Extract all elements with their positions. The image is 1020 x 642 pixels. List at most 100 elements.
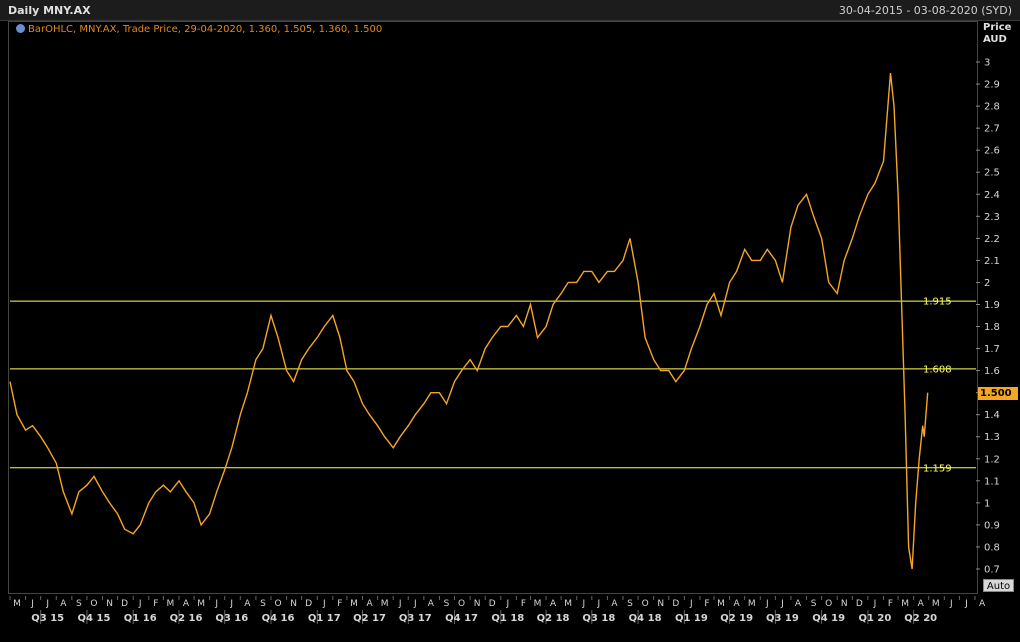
horizontal-line-label: 1.915 [923, 297, 952, 308]
x-month-label: F [704, 599, 709, 609]
x-month-label: M [901, 599, 909, 609]
x-month-label: S [76, 599, 82, 609]
x-month-label: F [153, 599, 158, 609]
x-month-label: A [244, 599, 251, 609]
x-month-label: J [506, 599, 510, 609]
x-month-label: J [581, 599, 585, 609]
x-month-label: M [534, 599, 542, 609]
x-quarter-label: Q3 15 [31, 613, 64, 624]
x-month-label: S [811, 599, 817, 609]
x-month-label: A [795, 599, 802, 609]
y-tick-label: 0.8 [984, 542, 1000, 553]
x-month-label: D [672, 599, 679, 609]
x-quarter-label: Q1 18 [491, 613, 524, 624]
auto-scale-button[interactable]: Auto [983, 579, 1014, 592]
x-quarter-label: Q2 18 [537, 613, 570, 624]
x-month-label: O [825, 599, 832, 609]
y-tick-label: 1.2 [984, 454, 1000, 465]
x-quarter-label: Q4 16 [262, 613, 295, 624]
y-tick-label: 2.5 [984, 168, 1000, 179]
x-month-label: M [932, 599, 940, 609]
x-month-label: A [734, 599, 741, 609]
x-quarter-label: Q4 15 [78, 613, 111, 624]
x-quarter-label: Q3 16 [215, 613, 248, 624]
price-series-line [9, 73, 929, 570]
x-quarter-label: Q1 19 [675, 613, 708, 624]
x-month-label: M [381, 599, 389, 609]
y-tick-label: 1.1 [984, 476, 1000, 487]
x-month-label: F [337, 599, 342, 609]
x-month-label: N [657, 599, 664, 609]
y-tick-label: 2.9 [984, 80, 1000, 91]
x-quarter-label: Q1 17 [308, 613, 341, 624]
y-tick-label: 2.4 [984, 190, 1000, 201]
last-price-badge: 1.500 [978, 387, 1018, 400]
x-month-label: A [183, 599, 190, 609]
x-month-label: A [60, 599, 67, 609]
x-month-label: J [45, 599, 49, 609]
x-month-label: A [366, 599, 373, 609]
x-month-label: A [979, 599, 986, 609]
y-tick-label: 1.7 [984, 344, 1000, 355]
x-quarter-label: Q3 17 [399, 613, 432, 624]
horizontal-line-label: 1.159 [923, 463, 952, 474]
x-month-label: J [949, 599, 953, 609]
series-legend[interactable]: BarOHLC, MNY.AX, Trade Price, 29-04-2020… [16, 24, 382, 35]
x-month-label: J [138, 599, 142, 609]
x-month-label: J [873, 599, 877, 609]
x-month-label: D [489, 599, 496, 609]
x-quarter-label: Q2 19 [720, 613, 753, 624]
x-quarter-label: Q3 18 [582, 613, 615, 624]
y-tick-label: 0.7 [984, 564, 1000, 575]
x-quarter-label: Q4 18 [629, 613, 662, 624]
x-month-label: J [30, 599, 34, 609]
x-quarter-label: Q1 20 [858, 613, 891, 624]
x-month-label: S [627, 599, 633, 609]
x-month-label: A [550, 599, 557, 609]
chart-title: Daily MNY.AX [8, 4, 91, 17]
x-quarter-label: Q2 17 [353, 613, 386, 624]
x-month-label: S [260, 599, 266, 609]
x-quarter-label: Q2 16 [170, 613, 203, 624]
x-month-label: M [717, 599, 725, 609]
x-month-label: J [413, 599, 417, 609]
x-month-label: M [197, 599, 205, 609]
y-tick-label: 1.4 [984, 410, 1000, 421]
date-range: 30-04-2015 - 03-08-2020 (SYD) [838, 4, 1012, 17]
x-quarter-label: Q2 20 [904, 613, 937, 624]
x-month-label: M [350, 599, 358, 609]
x-month-label: F [521, 599, 526, 609]
horizontal-line-label: 1.608 [923, 364, 952, 375]
y-tick-label: 2.7 [984, 124, 1000, 135]
x-month-label: O [90, 599, 97, 609]
y-tick-label: 2.8 [984, 102, 1000, 113]
x-month-label: J [964, 599, 968, 609]
x-month-label: D [305, 599, 312, 609]
axis-unit-price: Price [983, 22, 1012, 33]
y-tick-label: 1.3 [984, 432, 1000, 443]
x-month-label: O [458, 599, 465, 609]
x-month-label: J [765, 599, 769, 609]
y-tick-label: 0.9 [984, 520, 1000, 531]
x-month-label: J [689, 599, 693, 609]
x-month-label: N [290, 599, 297, 609]
x-month-label: N [106, 599, 113, 609]
y-tick-label: 2.3 [984, 212, 1000, 223]
x-month-label: F [888, 599, 893, 609]
clock-icon [16, 24, 25, 33]
x-quarter-label: Q4 17 [445, 613, 478, 624]
x-quarter-label: Q4 19 [812, 613, 845, 624]
x-quarter-label: Q1 16 [124, 613, 157, 624]
x-month-label: A [918, 599, 925, 609]
plot-area[interactable] [8, 21, 978, 594]
x-month-label: N [841, 599, 848, 609]
x-month-label: N [474, 599, 481, 609]
x-month-label: A [428, 599, 435, 609]
x-month-label: J [229, 599, 233, 609]
x-month-label: D [856, 599, 863, 609]
y-tick-label: 1.9 [984, 300, 1000, 311]
x-month-label: D [121, 599, 128, 609]
x-quarter-label: Q3 19 [766, 613, 799, 624]
x-month-label: M [13, 599, 21, 609]
